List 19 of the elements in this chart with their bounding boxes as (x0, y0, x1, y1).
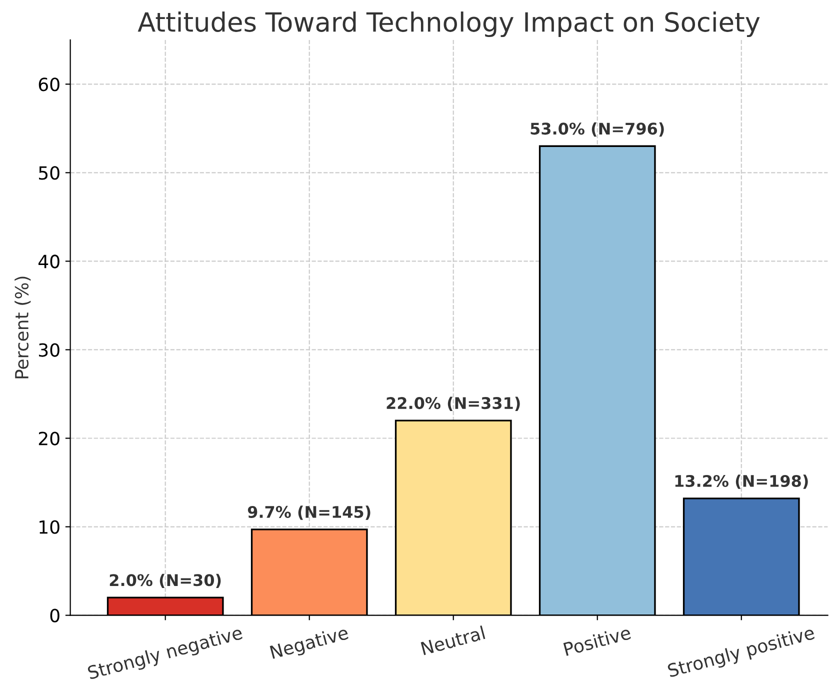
x-tick-label: Strongly positive (666, 625, 816, 681)
data-label: 53.0% (N=796) (530, 122, 664, 137)
data-label: 13.2% (N=198) (675, 474, 808, 489)
data-label: 2.0% (N=30) (110, 574, 221, 588)
x-tick-label: Strongly negative (87, 625, 244, 683)
x-tick-label: Positive (563, 625, 632, 656)
chart-title: Attitudes Toward Technology Impact on Society (138, 12, 760, 38)
x-tick-label: Negative (270, 625, 350, 662)
y-tick-label: 60 (38, 78, 60, 92)
y-tick-label: 0 (50, 608, 60, 622)
data-label: 22.0% (N=331) (386, 396, 520, 411)
data-label: 9.7% (N=145) (248, 506, 370, 520)
y-tick-label: 50 (39, 166, 60, 180)
y-axis-title: Percent (%) (14, 276, 31, 378)
x-tick-label: Neutral (420, 625, 486, 656)
y-tick-label: 30 (38, 343, 60, 357)
y-tick-label: 10 (40, 520, 60, 534)
y-tick-label: 40 (38, 254, 60, 268)
y-tick-label: 20 (38, 432, 60, 446)
